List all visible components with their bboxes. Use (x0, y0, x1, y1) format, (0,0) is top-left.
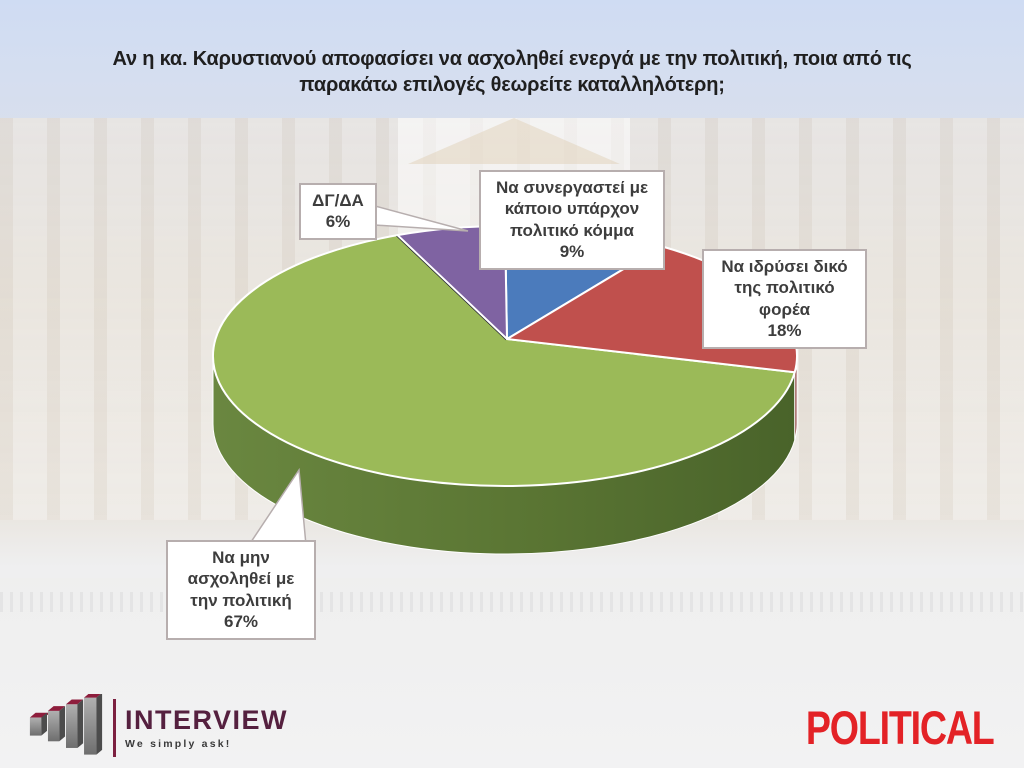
label-cooperate-text: Να συνεργαστεί με κάποιο υπάρχον πολιτικ… (495, 178, 649, 240)
label-found-party-pct: 18% (767, 321, 802, 341)
label-cooperate: Να συνεργαστεί με κάποιο υπάρχον πολιτικ… (479, 170, 665, 270)
logo-divider (113, 699, 116, 757)
pie-slice-2 (212, 234, 796, 487)
bar-chart-icon (29, 694, 103, 755)
callout-wedges (247, 205, 469, 546)
label-dgda-pct: 6% (325, 212, 351, 232)
label-found-party-text: Να ιδρύσει δικό της πολιτικό φορέα (721, 257, 848, 319)
chart-title: Αν η κα. Καρυστιανού αποφασίσει να ασχολ… (112, 48, 912, 97)
label-abstain-pct: 67% (223, 612, 259, 632)
label-dgda-text: ΔΓ/ΔΑ (312, 191, 364, 210)
political-logo: POLITICAL (806, 701, 995, 754)
interview-logo: INTERVIEW We simply ask! (28, 694, 288, 762)
interview-logo-tagline: We simply ask! (125, 737, 232, 750)
label-abstain-text: Να μην ασχοληθεί με την πολιτική (187, 548, 295, 610)
callout-wedge-dgda (374, 205, 469, 232)
label-found-party: Να ιδρύσει δικό της πολιτικό φορέα 18% (702, 249, 867, 349)
label-dgda: ΔΓ/ΔΑ 6% (299, 183, 377, 240)
label-cooperate-pct: 9% (559, 242, 585, 262)
label-abstain: Να μην ασχοληθεί με την πολιτική 67% (166, 540, 316, 640)
interview-logo-name: INTERVIEW (125, 704, 289, 735)
